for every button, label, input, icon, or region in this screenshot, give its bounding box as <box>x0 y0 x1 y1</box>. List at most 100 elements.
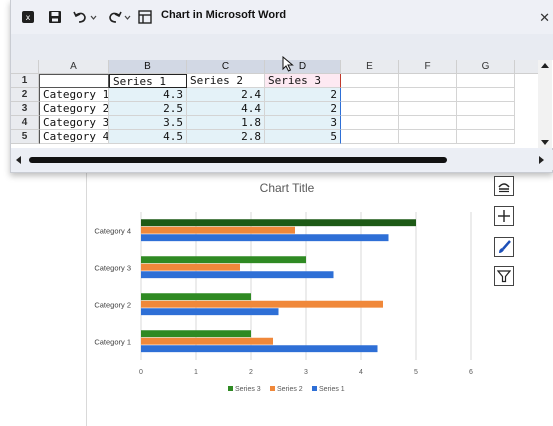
toolbar-band <box>11 34 553 62</box>
column-header-d[interactable]: D <box>265 60 341 74</box>
title-bar: x Chart in Microsoft Word ✕ <box>11 0 553 34</box>
style-brush-icon[interactable] <box>494 237 514 257</box>
add-element-icon[interactable] <box>494 206 514 226</box>
bar-series-1[interactable] <box>141 271 334 279</box>
customize-icon[interactable] <box>137 8 153 26</box>
x-tick-label: 4 <box>359 369 363 376</box>
column-header-c[interactable]: C <box>187 60 265 74</box>
cell-f4[interactable] <box>399 116 457 130</box>
row-header-3[interactable]: 3 <box>11 102 39 116</box>
vertical-scrollbar[interactable] <box>538 60 552 148</box>
horizontal-scrollbar[interactable] <box>11 150 553 170</box>
mouse-cursor-icon <box>282 56 294 72</box>
undo-icon[interactable] <box>71 8 99 26</box>
cell-d2[interactable]: 2 <box>265 88 341 102</box>
bar-series-2[interactable] <box>141 300 383 308</box>
column-header-e[interactable]: E <box>341 60 399 74</box>
cell-a5[interactable]: Category 4 <box>39 130 109 144</box>
bar-series-3[interactable] <box>141 330 251 338</box>
bar-series-2[interactable] <box>141 337 273 345</box>
cell-c2[interactable]: 2.4 <box>187 88 265 102</box>
row-header-1[interactable]: 1 <box>11 74 39 88</box>
bar-series-3[interactable] <box>141 256 306 264</box>
column-header-f[interactable]: F <box>399 60 457 74</box>
spreadsheet-grid[interactable]: A B C D E F G 1 2 3 4 5 Series 1 Series … <box>11 60 553 148</box>
excel-icon: x <box>21 8 35 26</box>
cell-d5[interactable]: 5 <box>265 130 341 144</box>
bar-series-2[interactable] <box>141 263 240 271</box>
legend-label[interactable]: Series 1 <box>319 386 345 393</box>
x-tick-label: 0 <box>139 369 143 376</box>
cell-a2[interactable]: Category 1 <box>39 88 109 102</box>
select-all-corner[interactable] <box>11 60 39 74</box>
y-category-label: Category 3 <box>94 264 131 273</box>
cell-b1[interactable]: Series 1 <box>109 74 187 88</box>
cell-e1[interactable] <box>341 74 399 88</box>
row-header-5[interactable]: 5 <box>11 130 39 144</box>
cell-f1[interactable] <box>399 74 457 88</box>
bar-series-1[interactable] <box>141 234 389 242</box>
cell-b2[interactable]: 4.3 <box>109 88 187 102</box>
bar-series-2[interactable] <box>141 226 295 234</box>
scroll-right-icon <box>539 156 544 164</box>
cell-c5[interactable]: 2.8 <box>187 130 265 144</box>
legend-swatch <box>228 386 233 391</box>
bar-series-3[interactable] <box>141 219 416 227</box>
filter-icon[interactable] <box>494 266 514 286</box>
save-icon[interactable] <box>47 8 63 26</box>
cell-c3[interactable]: 4.4 <box>187 102 265 116</box>
cell-e5[interactable] <box>341 130 399 144</box>
column-header-extra[interactable] <box>515 60 540 74</box>
cell-g1[interactable] <box>457 74 515 88</box>
cell-b4[interactable]: 3.5 <box>109 116 187 130</box>
x-tick-label: 3 <box>304 369 308 376</box>
word-document <box>0 172 553 426</box>
cell-f5[interactable] <box>399 130 457 144</box>
cell-g3[interactable] <box>457 102 515 116</box>
legend-swatch <box>270 386 275 391</box>
redo-icon[interactable] <box>105 8 133 26</box>
cell-a4[interactable]: Category 3 <box>39 116 109 130</box>
bar-chart[interactable]: Chart Title 0 1 2 3 4 5 6 Category 1 Category 2 C… <box>86 172 486 426</box>
legend-swatch <box>312 386 317 391</box>
cell-d4[interactable]: 3 <box>265 116 341 130</box>
cell-g5[interactable] <box>457 130 515 144</box>
cell-e2[interactable] <box>341 88 399 102</box>
column-header-a[interactable]: A <box>39 60 109 74</box>
cell-g2[interactable] <box>457 88 515 102</box>
bar-series-1[interactable] <box>141 308 279 316</box>
row-header-4[interactable]: 4 <box>11 116 39 130</box>
scroll-left-icon <box>16 156 21 164</box>
cell-a3[interactable]: Category 2 <box>39 102 109 116</box>
cell-d1[interactable]: Series 3 <box>265 74 341 88</box>
y-category-label: Category 1 <box>94 338 131 347</box>
cell-b3[interactable]: 2.5 <box>109 102 187 116</box>
cell-e3[interactable] <box>341 102 399 116</box>
column-header-b[interactable]: B <box>109 60 187 74</box>
cell-e4[interactable] <box>341 116 399 130</box>
cell-g4[interactable] <box>457 116 515 130</box>
legend-label[interactable]: Series 3 <box>235 386 261 393</box>
row-header-2[interactable]: 2 <box>11 88 39 102</box>
chart-layout-icon[interactable] <box>494 176 514 196</box>
column-header-g[interactable]: G <box>457 60 515 74</box>
legend-label[interactable]: Series 2 <box>277 386 303 393</box>
cell-a1[interactable] <box>39 74 109 88</box>
cell-c1[interactable]: Series 2 <box>187 74 265 88</box>
scrollbar-thumb[interactable] <box>29 157 447 163</box>
x-tick-label: 6 <box>469 369 473 376</box>
x-tick-label: 5 <box>414 369 418 376</box>
bar-series-1[interactable] <box>141 345 378 353</box>
excel-window: x Chart in Microsoft Word ✕ A B C D <box>10 0 553 173</box>
bar-series-3[interactable] <box>141 293 251 301</box>
cell-d3[interactable]: 2 <box>265 102 341 116</box>
close-icon[interactable]: ✕ <box>539 10 550 25</box>
cell-f2[interactable] <box>399 88 457 102</box>
cell-b5[interactable]: 4.5 <box>109 130 187 144</box>
cell-c4[interactable]: 1.8 <box>187 116 265 130</box>
page-edge <box>86 172 87 426</box>
y-category-label: Category 2 <box>94 301 131 310</box>
cell-f3[interactable] <box>399 102 457 116</box>
chart-title: Chart Title <box>260 181 315 195</box>
